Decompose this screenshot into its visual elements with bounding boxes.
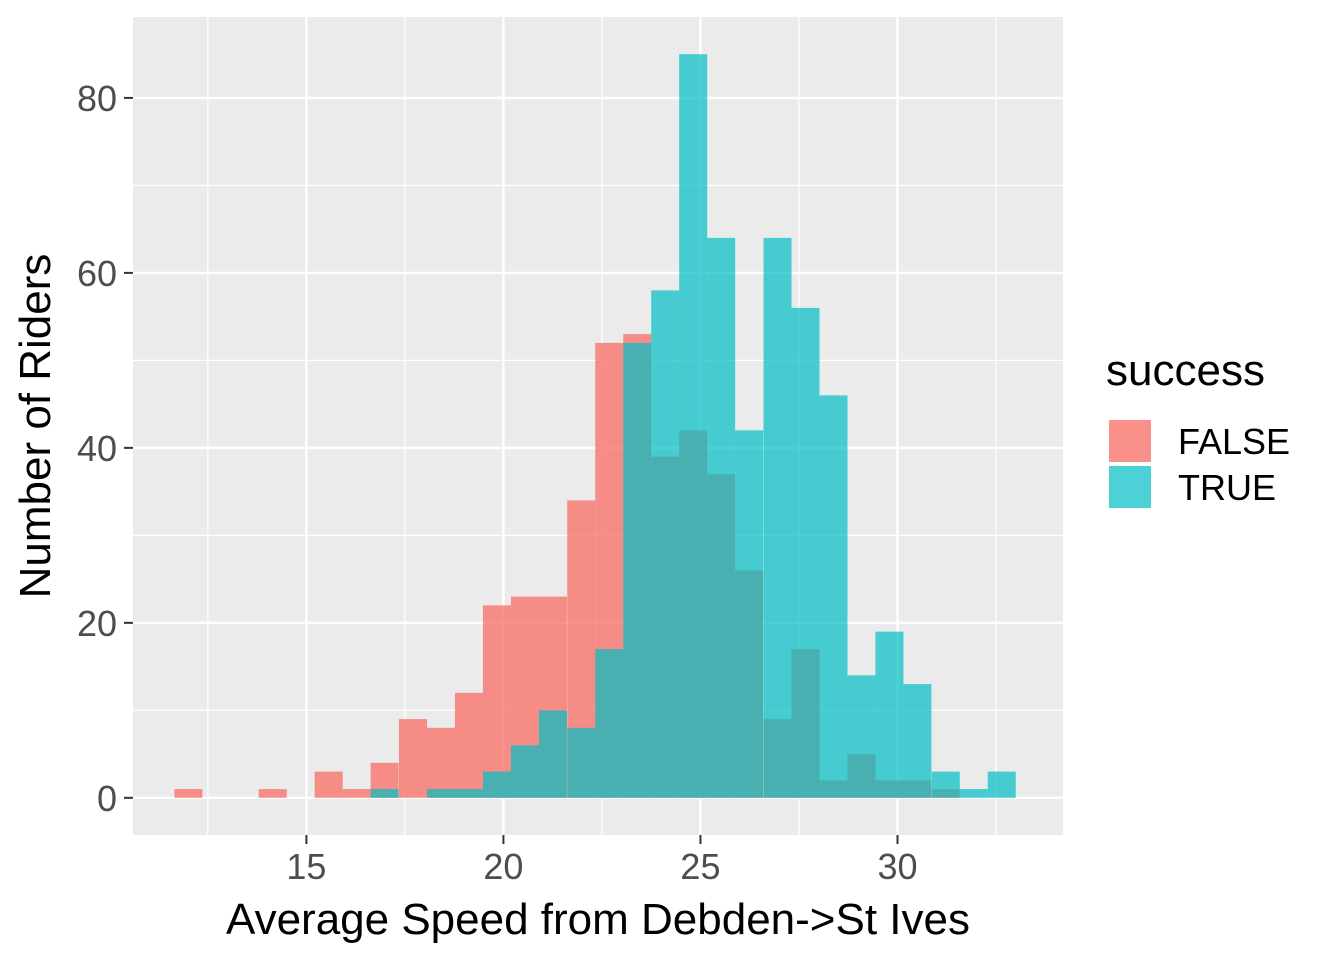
x-axis-title: Average Speed from Debden->St Ives (226, 895, 970, 944)
bar-true (931, 771, 960, 798)
bar-true (510, 745, 539, 798)
bar-true (763, 237, 792, 798)
bar-true (679, 54, 708, 798)
bar-false (258, 789, 287, 798)
x-tick-label: 30 (877, 846, 917, 887)
bar-true (426, 789, 455, 798)
y-tick-label: 20 (77, 603, 117, 644)
bar-false (314, 771, 343, 798)
bar-true (707, 237, 736, 798)
legend-label-false: FALSE (1178, 421, 1290, 462)
bar-true (735, 430, 764, 798)
bar-true (987, 771, 1016, 798)
legend-label-true: TRUE (1178, 467, 1276, 508)
bar-false (426, 727, 455, 798)
bar-true (847, 675, 876, 798)
y-tick-label: 80 (77, 78, 117, 119)
bar-false (482, 605, 511, 798)
bar-true (454, 789, 483, 798)
x-tick-label: 15 (286, 846, 326, 887)
bar-false (174, 789, 203, 798)
x-tick-label: 25 (680, 846, 720, 887)
y-tick-label: 40 (77, 428, 117, 469)
series-true-bars (370, 54, 1016, 798)
bar-true (623, 342, 652, 798)
bar-false (398, 719, 428, 798)
bar-false (454, 692, 483, 798)
bar-false (342, 789, 371, 798)
x-tick-label: 20 (483, 846, 523, 887)
bar-true (595, 649, 624, 798)
bar-true (959, 789, 988, 798)
legend-key-true (1107, 464, 1153, 510)
bar-true (567, 727, 596, 798)
bar-true (819, 395, 848, 798)
y-tick-label: 60 (77, 253, 117, 294)
y-axis: 0 20 40 60 80 (77, 78, 133, 819)
x-axis: 15 20 25 30 (286, 835, 918, 887)
bar-true (875, 631, 904, 798)
bar-true (903, 684, 932, 798)
y-tick-label: 0 (97, 778, 117, 819)
y-axis-title: Number of Riders (11, 254, 60, 599)
bar-true (791, 307, 820, 798)
bar-true (370, 789, 399, 798)
legend: success FALSE TRUE (1106, 346, 1290, 510)
legend-title: success (1106, 346, 1265, 395)
legend-key-false (1107, 418, 1153, 464)
bar-true (651, 290, 680, 798)
bar-true (482, 771, 511, 798)
bar-true (538, 710, 567, 798)
